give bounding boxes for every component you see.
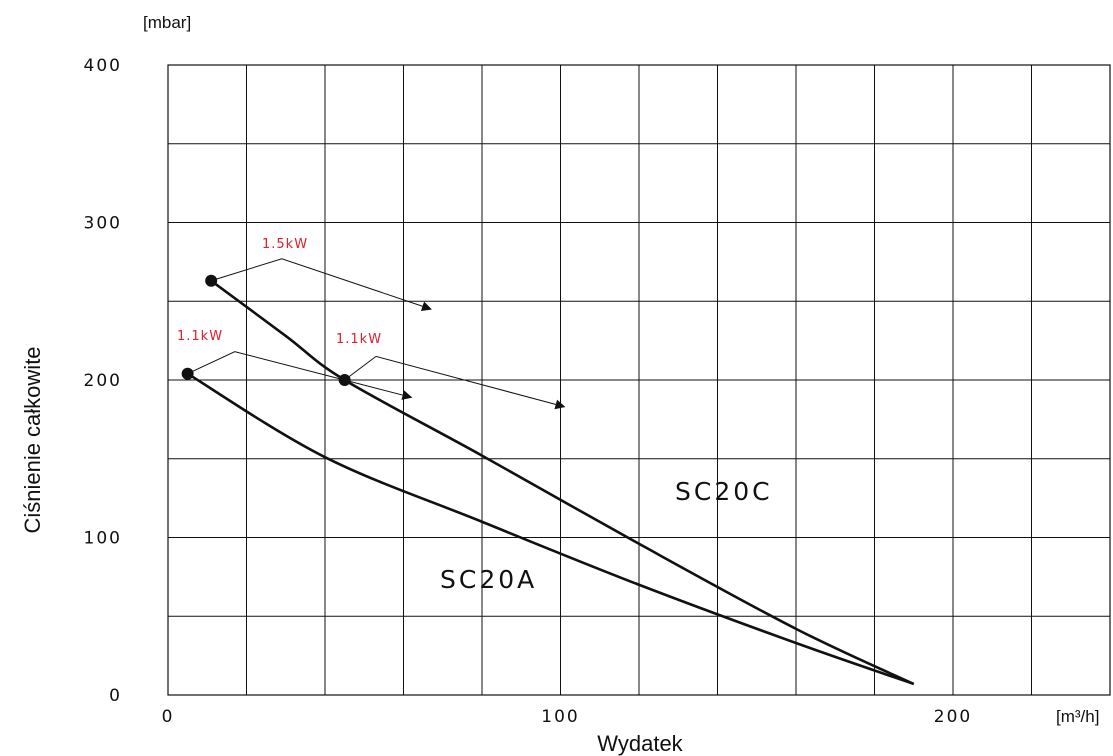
- operating-points: [181, 274, 351, 386]
- y-tick-label: 200: [84, 371, 122, 391]
- series-label-sc20c: SC20C: [675, 477, 773, 506]
- x-tick-label: 0: [162, 707, 175, 727]
- x-tick-labels: 0 100 200: [162, 707, 972, 727]
- power-arrow: [211, 258, 432, 311]
- grid: [168, 65, 1110, 695]
- operating-point: [205, 274, 218, 287]
- series-lines: [186, 279, 915, 686]
- y-tick-label: 0: [109, 686, 122, 706]
- y-tick-label: 300: [84, 214, 122, 234]
- power-arrow: [344, 355, 566, 410]
- x-unit-label: [m³/h]: [1056, 707, 1099, 726]
- series-line-sc20c: [210, 279, 915, 686]
- y-tick-labels: 0 100 200 300 400: [84, 56, 122, 706]
- series-line-sc20a: [186, 372, 915, 686]
- operating-point: [338, 374, 351, 386]
- power-arrow: [187, 351, 413, 400]
- x-axis-title: Wydatek: [597, 731, 683, 756]
- y-unit-label: [mbar]: [143, 13, 191, 32]
- power-arrows: [187, 258, 566, 410]
- plot-frame: [167, 64, 1111, 696]
- x-tick-label: 100: [541, 707, 579, 727]
- y-tick-label: 100: [84, 529, 122, 549]
- power-label-1-1kw-sc20a: 1.1kW: [177, 329, 223, 344]
- x-tick-label: 200: [934, 707, 972, 727]
- operating-point: [181, 367, 194, 380]
- power-label-1-1kw-sc20c: 1.1kW: [336, 332, 382, 347]
- y-axis-title: Ciśnienie całkowite: [20, 346, 45, 533]
- series-label-sc20a: SC20A: [440, 565, 537, 594]
- y-tick-label: 400: [84, 56, 122, 76]
- power-label-1-5kw: 1.5kW: [262, 237, 308, 252]
